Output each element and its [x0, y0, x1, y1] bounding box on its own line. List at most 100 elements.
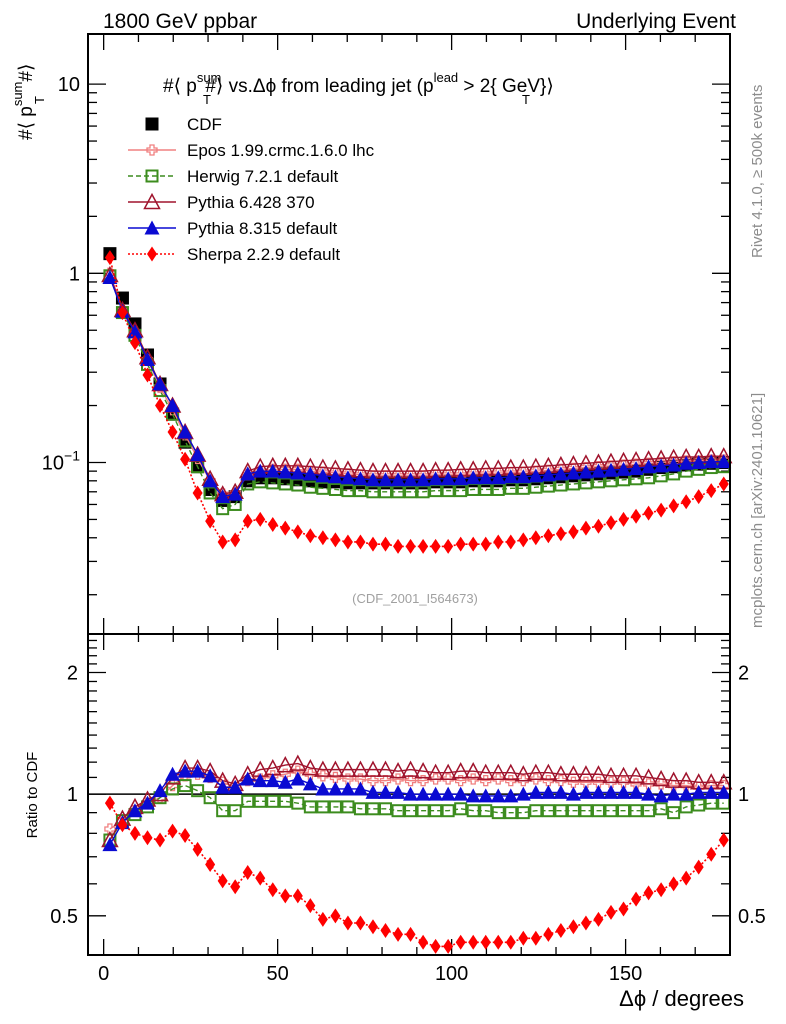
analysis-watermark: (CDF_2001_I564673) — [352, 591, 478, 606]
ratio-data-point — [578, 784, 594, 799]
ratio-data-point — [177, 763, 193, 778]
main-data-point — [205, 513, 216, 529]
ratio-data-point — [242, 864, 253, 880]
legend-marker — [143, 192, 161, 210]
ratio-data-point — [529, 804, 543, 818]
svg-text:#⟨ psum#⟩: #⟨ psum#⟩ — [10, 64, 37, 140]
ratio-data-point — [455, 934, 466, 950]
ratio-data-point — [691, 784, 707, 799]
ratio-data-point — [439, 763, 457, 780]
ratio-data-point — [589, 765, 608, 782]
main-ylabel: #⟨ psum#⟩ T — [10, 64, 47, 140]
ratio-data-point — [191, 784, 205, 798]
ratio-data-point — [564, 765, 583, 782]
ratio-data-point — [389, 762, 407, 779]
ratio-data-point — [414, 762, 432, 779]
main-data-point — [443, 538, 454, 554]
main-data-point — [691, 454, 707, 469]
ratio-data-point — [454, 802, 468, 816]
ratio-data-point — [404, 804, 418, 818]
ratio-data-point — [280, 888, 291, 904]
ratio-data-point — [565, 786, 581, 801]
ratio-data-point — [327, 781, 343, 796]
ratio-data-point — [241, 794, 255, 808]
ratio-data-point — [505, 934, 516, 950]
main-data-point — [216, 502, 230, 516]
legend-marker — [146, 144, 158, 156]
legend-marker — [144, 220, 160, 235]
main-data-point — [716, 454, 732, 469]
ratio-data-point — [478, 788, 494, 803]
ratio-data-point — [379, 802, 393, 816]
ratio-data-point — [341, 800, 355, 814]
main-data-point — [428, 471, 444, 486]
ratio-data-point — [418, 934, 429, 950]
svg-text:T: T — [32, 96, 47, 104]
ratio-data-point — [654, 802, 668, 816]
ratio-data-point — [441, 804, 455, 818]
main-panel: 10 1 10−1 #⟨ psumT#⟩ vs.Δϕ from leading je… — [10, 33, 733, 635]
main-data-point — [192, 485, 203, 501]
main-data-point — [618, 511, 629, 527]
ratio-data-point — [355, 915, 366, 931]
ratio-data-point — [403, 786, 419, 801]
main-data-point — [267, 517, 278, 533]
ratio-data-point — [503, 788, 519, 803]
main-data-point — [330, 532, 341, 548]
main-data-point — [355, 534, 366, 550]
ratio-data-point — [468, 934, 479, 950]
ratio-data-point — [464, 762, 482, 779]
main-data-point — [505, 534, 516, 550]
ratio-data-point — [718, 832, 729, 848]
ratio-data-point — [102, 837, 118, 852]
main-data-point — [590, 463, 606, 478]
ratio-data-point — [292, 888, 303, 904]
legend-label: Herwig 7.2.1 default — [187, 167, 338, 186]
main-data-point — [190, 447, 206, 462]
main-data-point — [593, 518, 604, 534]
main-data-point — [631, 508, 642, 524]
ratio-panel: 2 2 1 1 0.5 0.5 0 50 100 150 Ratio to CDF Δϕ / de… — [24, 633, 766, 1011]
main-data-point — [480, 536, 491, 552]
main-data-point — [478, 470, 494, 485]
ratio-data-point — [330, 908, 341, 924]
ratio-data-point — [203, 791, 217, 805]
main-data-point — [316, 481, 330, 495]
ratio-ytick-label: 1 — [67, 784, 78, 806]
ratio-data-point — [666, 786, 682, 801]
main-data-point — [453, 471, 469, 486]
main-ytick-label: 10−1 — [42, 447, 80, 474]
xtick-label: 0 — [98, 963, 109, 985]
ratio-data-point — [342, 915, 353, 931]
main-data-point — [603, 462, 619, 477]
ratio-data-point — [681, 870, 692, 886]
main-data-point — [341, 484, 355, 498]
main-data-point — [553, 466, 569, 481]
ratio-data-point — [253, 794, 267, 808]
main-data-point — [678, 455, 694, 470]
main-data-point — [140, 352, 156, 367]
main-data-point — [305, 528, 316, 544]
main-data-point — [641, 459, 657, 474]
ratio-data-point — [667, 806, 681, 820]
main-data-point — [578, 464, 594, 479]
ratio-series-line — [109, 802, 725, 948]
main-data-point — [102, 270, 118, 285]
ratio-data-point — [180, 828, 191, 844]
ratio-axis-ticks: 2 2 1 1 0.5 0.5 0 50 100 150 — [50, 634, 766, 985]
legend: CDF Epos 1.99.crmc.1.6.0 lhc Herwig 7.2.1 … — [128, 115, 375, 264]
main-data-point — [605, 515, 616, 531]
main-data-point — [390, 472, 406, 487]
ratio-data-point — [603, 784, 619, 799]
main-data-point — [203, 486, 217, 500]
ratio-data-point — [215, 779, 231, 794]
ratio-data-point — [554, 804, 568, 818]
ratio-data-point — [443, 938, 454, 954]
ratio-data-point — [492, 773, 504, 785]
ratio-data-point — [217, 873, 228, 889]
main-data-point — [656, 502, 667, 518]
main-data-point — [280, 520, 291, 536]
ratio-data-point — [289, 754, 307, 771]
ratio-data-point — [653, 788, 669, 803]
ratio-data-point — [354, 773, 367, 785]
